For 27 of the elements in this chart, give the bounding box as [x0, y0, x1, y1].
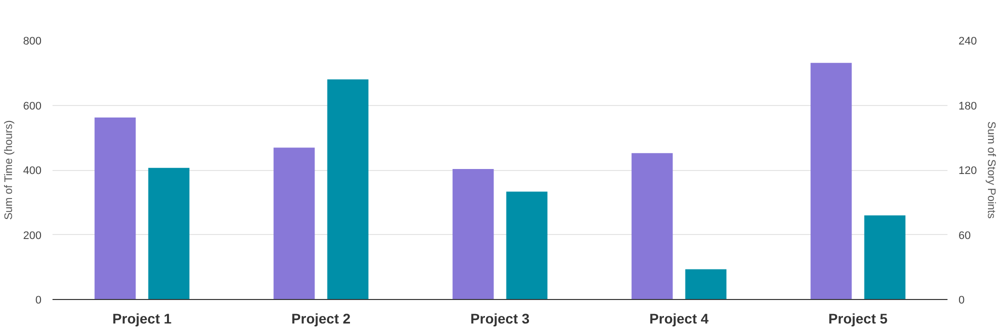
bar	[148, 168, 190, 300]
bar	[506, 192, 548, 300]
x-tick-label: Project 2	[291, 310, 351, 326]
bar	[274, 148, 315, 300]
y-axis-title: Sum of Time (hours)	[3, 120, 16, 220]
y2-tick-label: 60	[958, 230, 971, 242]
y2-tick-label: 0	[958, 294, 965, 306]
y2-axis-title: Sum of Story Points	[984, 121, 997, 220]
y2-tick-label: 180	[958, 100, 977, 112]
y2-tick-label: 120	[958, 165, 977, 177]
x-tick-label: Project 3	[470, 310, 530, 326]
y-tick-label: 600	[23, 100, 42, 112]
x-tick-label: Project 4	[649, 310, 709, 326]
y2-tick-label: 240	[958, 36, 977, 48]
bar	[452, 169, 494, 300]
x-tick-label: Project 5	[828, 310, 888, 326]
bar	[864, 215, 906, 300]
bar	[327, 79, 368, 300]
y-tick-label: 200	[23, 230, 42, 242]
bar	[94, 118, 136, 300]
y-tick-label: 0	[35, 294, 42, 306]
bar	[810, 62, 852, 300]
bar	[685, 269, 726, 300]
bar	[632, 153, 673, 300]
y-tick-label: 400	[23, 165, 42, 177]
x-tick-label: Project 1	[112, 310, 172, 326]
y-tick-label: 800	[23, 36, 42, 48]
